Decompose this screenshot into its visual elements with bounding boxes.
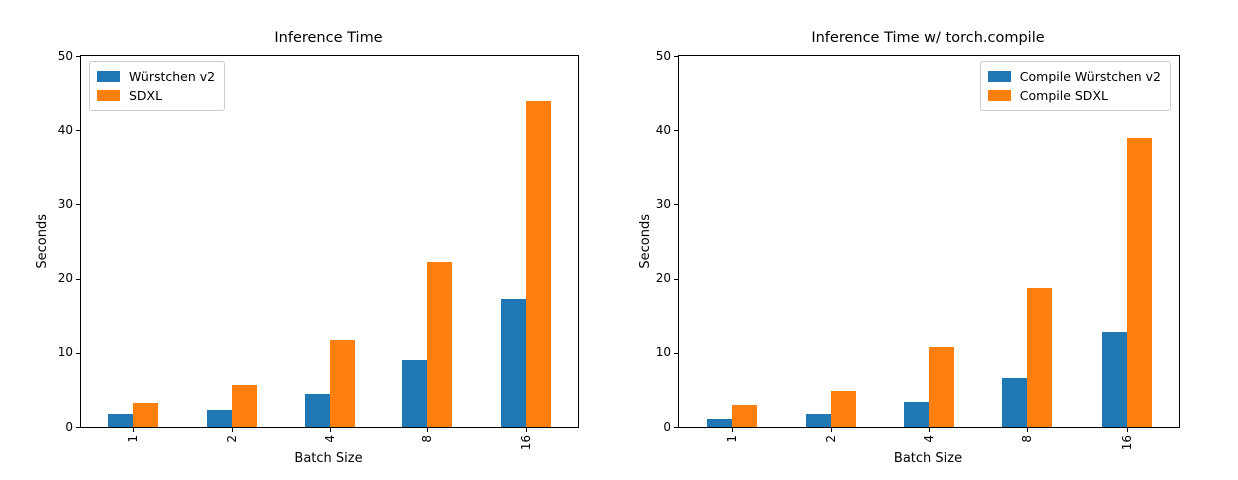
y-tick-mark bbox=[76, 204, 81, 206]
subplot-inference-time-compile: Inference Time w/ torch.compile Seconds … bbox=[619, 0, 1238, 480]
bar-series1-batch-4 bbox=[304, 394, 330, 427]
y-tick-label: 20 bbox=[655, 271, 671, 286]
y-tick-label: 30 bbox=[655, 196, 671, 211]
bar-series1-batch-2 bbox=[206, 409, 232, 427]
y-tick-label: 0 bbox=[65, 419, 73, 434]
x-tick-mark bbox=[231, 426, 233, 432]
y-tick-label: 10 bbox=[655, 345, 671, 360]
y-tick-mark bbox=[674, 352, 679, 354]
bar-series1-batch-2 bbox=[805, 413, 831, 427]
bar-series2-batch-8 bbox=[427, 261, 453, 427]
y-tick-label: 40 bbox=[655, 122, 671, 137]
bar-series1-batch-16 bbox=[500, 298, 526, 427]
bar-series1-batch-4 bbox=[904, 401, 929, 427]
x-tick-mark bbox=[929, 426, 930, 432]
bar-series2-batch-2 bbox=[830, 390, 856, 427]
chart-title: Inference Time w/ torch.compile bbox=[811, 30, 1045, 46]
x-axis-label: Batch Size bbox=[893, 451, 963, 466]
y-tick-mark bbox=[76, 278, 81, 280]
x-tick-label: 1 bbox=[126, 435, 141, 443]
y-tick-label: 10 bbox=[57, 345, 73, 360]
y-tick-mark bbox=[674, 56, 679, 57]
bar-series1-batch-16 bbox=[1101, 332, 1127, 427]
plot-area: Compile Würstchen v2 Compile SDXL 0 10 20 3… bbox=[656, 49, 1180, 450]
y-axis-label: Seconds bbox=[638, 214, 653, 269]
legend: Compile Würstchen v2 Compile SDXL bbox=[979, 61, 1171, 111]
bar-series1-batch-1 bbox=[706, 418, 732, 427]
bar-series1-batch-8 bbox=[402, 360, 428, 427]
legend-swatch-sdxl bbox=[97, 90, 120, 101]
y-tick-mark bbox=[674, 278, 679, 280]
y-tick-mark bbox=[76, 130, 81, 132]
x-tick-mark bbox=[133, 426, 135, 432]
legend-swatch-compile-sdxl bbox=[987, 90, 1011, 101]
x-tick-label: 2 bbox=[224, 435, 239, 443]
y-tick-mark bbox=[674, 130, 679, 132]
plot-area: Würstchen v2 SDXL 0 10 20 30 40 50 1 2 4 8 16 bbox=[58, 49, 579, 450]
legend-swatch-compile-wuerstchen bbox=[987, 71, 1011, 82]
y-tick-mark bbox=[76, 427, 81, 428]
bar-series2-batch-1 bbox=[731, 405, 757, 427]
bar-series2-batch-1 bbox=[133, 403, 159, 427]
legend-item: Würstchen v2 bbox=[97, 67, 215, 86]
y-tick-label: 50 bbox=[57, 48, 73, 63]
chart-title: Inference Time bbox=[274, 30, 383, 46]
x-tick-label: 8 bbox=[1020, 435, 1035, 443]
legend-label: Compile SDXL bbox=[1019, 88, 1108, 103]
x-tick-label: 16 bbox=[518, 435, 533, 451]
legend-label: SDXL bbox=[129, 88, 163, 103]
x-tick-label: 4 bbox=[322, 435, 337, 443]
y-tick-label: 20 bbox=[57, 271, 73, 286]
legend-item: SDXL bbox=[97, 86, 215, 105]
x-axis-label: Batch Size bbox=[294, 451, 363, 466]
y-tick-mark bbox=[76, 352, 81, 354]
x-tick-mark bbox=[329, 426, 331, 432]
legend-item: Compile Würstchen v2 bbox=[987, 67, 1161, 86]
bar-series2-batch-4 bbox=[329, 340, 355, 427]
y-tick-label: 0 bbox=[663, 419, 671, 434]
y-tick-mark bbox=[674, 204, 679, 206]
x-tick-mark bbox=[427, 426, 429, 432]
x-tick-label: 2 bbox=[823, 435, 838, 443]
legend-label: Würstchen v2 bbox=[129, 69, 216, 84]
bar-series2-batch-4 bbox=[929, 346, 954, 427]
bar-series2-batch-16 bbox=[525, 100, 551, 427]
y-tick-mark bbox=[76, 56, 81, 57]
x-tick-label: 16 bbox=[1119, 435, 1134, 451]
x-tick-label: 4 bbox=[922, 435, 936, 443]
legend-label: Compile Würstchen v2 bbox=[1019, 69, 1161, 84]
legend-item: Compile SDXL bbox=[987, 86, 1161, 105]
y-tick-label: 50 bbox=[655, 48, 671, 63]
bar-series2-batch-2 bbox=[231, 384, 257, 427]
bar-series1-batch-1 bbox=[108, 413, 134, 427]
y-tick-label: 40 bbox=[57, 122, 73, 137]
subplot-inference-time: Inference Time Seconds Würstchen v2 SDXL… bbox=[35, 30, 579, 466]
x-tick-label: 1 bbox=[724, 435, 739, 443]
y-tick-mark bbox=[674, 427, 679, 428]
x-tick-mark bbox=[1027, 426, 1029, 432]
legend: Würstchen v2 SDXL bbox=[89, 61, 226, 111]
x-tick-mark bbox=[1126, 426, 1128, 432]
y-axis-label: Seconds bbox=[35, 214, 50, 269]
bar-series1-batch-8 bbox=[1002, 378, 1028, 427]
x-tick-mark bbox=[525, 426, 527, 432]
bar-series2-batch-8 bbox=[1027, 287, 1053, 427]
x-tick-mark bbox=[731, 426, 733, 432]
y-tick-label: 30 bbox=[57, 196, 73, 211]
legend-swatch-wuerstchen bbox=[97, 71, 120, 82]
bar-series2-batch-16 bbox=[1126, 137, 1152, 427]
x-tick-mark bbox=[830, 426, 832, 432]
x-tick-label: 8 bbox=[420, 435, 435, 443]
